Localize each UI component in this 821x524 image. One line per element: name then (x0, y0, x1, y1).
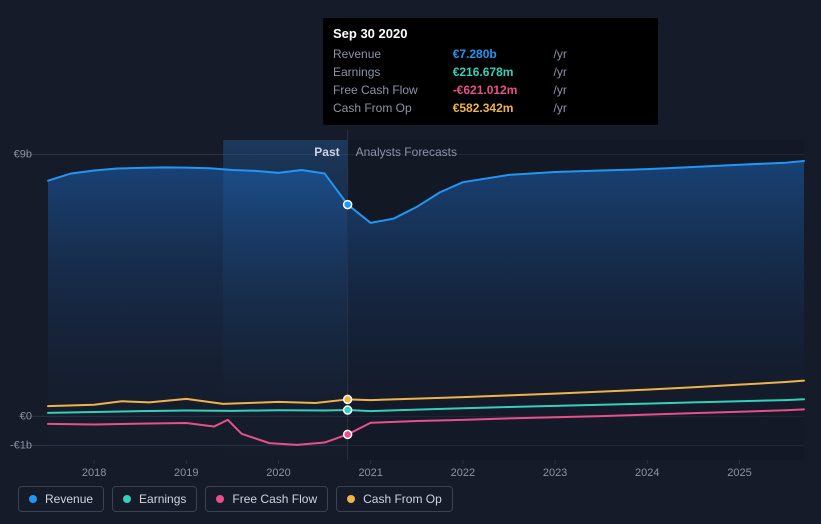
svg-text:2019: 2019 (174, 467, 198, 479)
tooltip-row: Earnings€216.678m/yr (333, 63, 648, 81)
tooltip-row-value: €7.280b (453, 45, 554, 63)
chart-legend: Revenue Earnings Free Cash Flow Cash From O… (18, 486, 453, 512)
tooltip-row-suffix: /yr (553, 99, 648, 117)
svg-text:2020: 2020 (266, 467, 290, 479)
financials-chart: -€1b €0 €9b Past Analysts Forecasts 2018 2019 2… (0, 0, 821, 524)
tooltip-row-suffix: /yr (553, 81, 648, 99)
svg-text:2023: 2023 (543, 467, 567, 479)
tooltip-row-label: Cash From Op (333, 99, 453, 117)
svg-text:2022: 2022 (451, 467, 475, 479)
tooltip-row: Revenue€7.280b/yr (333, 45, 648, 63)
svg-text:2025: 2025 (727, 467, 751, 479)
legend-item-revenue[interactable]: Revenue (18, 486, 104, 512)
svg-text:-€1b: -€1b (10, 439, 32, 451)
chart-tooltip: Sep 30 2020 Revenue€7.280b/yrEarnings€21… (323, 18, 658, 125)
tooltip-row-value: €216.678m (453, 63, 554, 81)
tooltip-row-suffix: /yr (553, 45, 648, 63)
tooltip-row-value: -€621.012m (453, 81, 554, 99)
tooltip-row-label: Free Cash Flow (333, 81, 453, 99)
tooltip-row-label: Revenue (333, 45, 453, 63)
svg-text:Past: Past (314, 145, 339, 159)
legend-item-cash_from_op[interactable]: Cash From Op (336, 486, 453, 512)
tooltip-row: Free Cash Flow-€621.012m/yr (333, 81, 648, 99)
svg-text:Analysts Forecasts: Analysts Forecasts (356, 145, 457, 159)
legend-label: Earnings (139, 492, 186, 506)
legend-item-fcf[interactable]: Free Cash Flow (205, 486, 328, 512)
legend-label: Cash From Op (363, 492, 442, 506)
svg-text:2021: 2021 (358, 467, 382, 479)
tooltip-row-label: Earnings (333, 63, 453, 81)
legend-swatch (123, 495, 131, 503)
legend-swatch (29, 495, 37, 503)
legend-item-earnings[interactable]: Earnings (112, 486, 197, 512)
svg-text:2018: 2018 (82, 467, 106, 479)
legend-label: Free Cash Flow (232, 492, 317, 506)
svg-text:€0: €0 (20, 410, 32, 422)
tooltip-date: Sep 30 2020 (333, 26, 648, 41)
tooltip-row: Cash From Op€582.342m/yr (333, 99, 648, 117)
legend-label: Revenue (45, 492, 93, 506)
legend-swatch (347, 495, 355, 503)
svg-text:€9b: €9b (14, 149, 32, 161)
legend-swatch (216, 495, 224, 503)
tooltip-table: Revenue€7.280b/yrEarnings€216.678m/yrFre… (333, 45, 648, 117)
tooltip-row-value: €582.342m (453, 99, 554, 117)
tooltip-row-suffix: /yr (553, 63, 648, 81)
svg-text:2024: 2024 (635, 467, 659, 479)
